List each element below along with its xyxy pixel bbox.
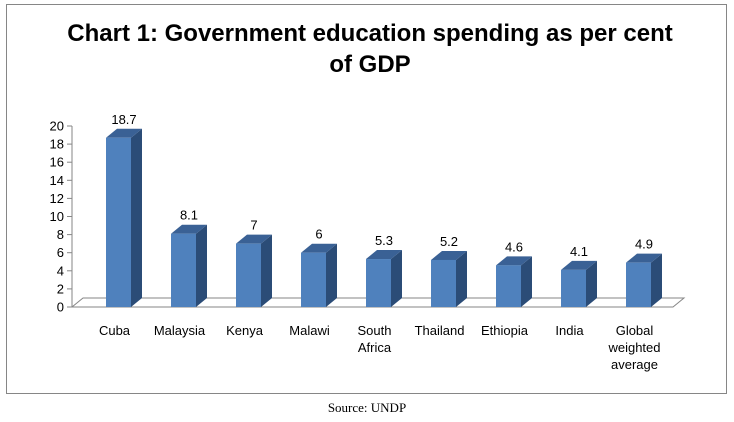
y-tick-label: 20 xyxy=(50,119,64,134)
bar-side xyxy=(586,260,597,307)
bar xyxy=(496,265,521,307)
x-tick-label-line: Thailand xyxy=(415,323,465,338)
y-tick-label: 18 xyxy=(50,137,64,152)
bar xyxy=(431,259,456,307)
data-label: 6 xyxy=(315,227,322,242)
x-tick-label-line: Kenya xyxy=(226,323,264,338)
y-tick-label: 8 xyxy=(57,227,64,242)
y-tick-label: 2 xyxy=(57,281,64,296)
bar-side xyxy=(456,250,467,307)
bar-side xyxy=(196,224,207,307)
bar-top xyxy=(301,243,337,253)
x-tick-label-line: South xyxy=(358,323,392,338)
bar xyxy=(236,243,261,307)
y-tick-label: 6 xyxy=(57,245,64,260)
x-tick-label-line: Malawi xyxy=(289,323,330,338)
bar-side xyxy=(651,253,662,307)
chart-floor xyxy=(70,297,686,308)
bar-top xyxy=(171,224,207,234)
y-tick-label: 12 xyxy=(50,191,64,206)
x-tick-label: India xyxy=(555,323,584,338)
x-tick-label-line: weighted xyxy=(607,340,660,355)
x-tick-label: Malawi xyxy=(289,323,330,338)
bar-side xyxy=(521,256,532,307)
y-tick-label: 0 xyxy=(57,300,64,315)
bar-top xyxy=(496,256,532,266)
source-note: Source: UNDP xyxy=(327,400,407,415)
bar xyxy=(561,269,586,307)
bar-top xyxy=(626,253,662,263)
bar-top xyxy=(106,128,142,138)
data-label: 4.9 xyxy=(635,237,653,252)
y-tick-label: 4 xyxy=(57,263,64,278)
y-tick-label: 10 xyxy=(50,209,64,224)
data-label: 5.3 xyxy=(375,233,393,248)
x-tick-label-line: Cuba xyxy=(99,323,131,338)
x-tick-label-line: average xyxy=(611,357,658,372)
x-tick-label-line: Malaysia xyxy=(154,323,206,338)
y-tick-label: 14 xyxy=(50,173,64,188)
bar-side xyxy=(326,243,337,307)
x-tick-label: Ethiopia xyxy=(481,323,529,338)
bar-top xyxy=(236,234,272,244)
data-label: 18.7 xyxy=(111,112,136,127)
bar-side xyxy=(391,250,402,307)
x-tick-label-line: Ethiopia xyxy=(481,323,529,338)
bar-top xyxy=(561,260,597,270)
chart-title: Chart 1: Government education spending a… xyxy=(67,20,673,78)
x-tick-label: Malaysia xyxy=(154,323,206,338)
bar xyxy=(366,259,391,307)
data-label: 8.1 xyxy=(180,208,198,223)
bar xyxy=(301,252,326,307)
bar xyxy=(106,137,131,307)
data-label: 7 xyxy=(250,218,257,233)
data-label: 4.1 xyxy=(570,244,588,259)
bar-top xyxy=(366,250,402,260)
data-label: 4.6 xyxy=(505,239,523,254)
x-tick-label: Cuba xyxy=(99,323,131,338)
x-tick-label-line: Africa xyxy=(358,340,392,355)
y-tick-label: 16 xyxy=(50,155,64,170)
bar-side xyxy=(131,128,142,307)
x-tick-label: Thailand xyxy=(415,323,465,338)
bar xyxy=(626,262,651,307)
x-tick-label: Global weighted average xyxy=(607,323,660,372)
bar xyxy=(171,233,196,307)
data-label: 5.2 xyxy=(440,234,458,249)
x-tick-label: Kenya xyxy=(226,323,264,338)
x-tick-label-line: Global xyxy=(616,323,654,338)
x-tick-label: South Africa xyxy=(358,323,392,355)
bar-side xyxy=(261,234,272,307)
bar-top xyxy=(431,250,467,260)
x-tick-label-line: India xyxy=(555,323,584,338)
